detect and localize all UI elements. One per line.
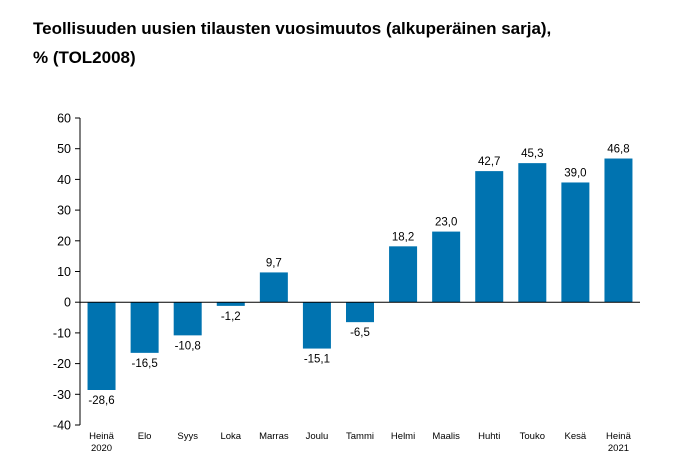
data-label: -16,5 [132, 358, 158, 370]
x-tick-label: Helmi [391, 431, 415, 442]
x-tick-label-month: Tammi [346, 431, 374, 442]
data-label: -28,6 [88, 395, 114, 407]
x-tick-label: Joulu [306, 431, 329, 442]
bar [302, 302, 331, 349]
y-tick-label: -20 [53, 357, 71, 371]
bar [475, 171, 504, 303]
x-tick-label-month: Loka [220, 431, 241, 442]
x-tick-label-year: 2020 [91, 443, 112, 454]
data-label: -6,5 [350, 327, 370, 339]
bar [259, 272, 288, 303]
x-tick-label: Maalis [432, 431, 460, 442]
data-label: -15,1 [304, 354, 330, 366]
bar [346, 302, 374, 323]
x-tick-label-month: Helmi [391, 431, 415, 442]
y-tick-label: -40 [53, 419, 71, 433]
x-tick-label-month: Maalis [432, 431, 460, 442]
chart-title: Teollisuuden uusien tilausten vuosimuuto… [33, 19, 552, 67]
x-tick-label-month: Heinä [89, 431, 115, 442]
x-tick-label: Kesä [565, 431, 587, 442]
y-tick-label: 60 [57, 112, 71, 126]
x-tick-label: Tammi [346, 431, 374, 442]
bar [604, 158, 633, 303]
y-tick-label: 0 [64, 296, 71, 310]
y-tick-label: -30 [53, 388, 71, 402]
data-label: 9,7 [266, 257, 282, 269]
bar [432, 231, 461, 303]
y-tick-label: -10 [53, 326, 71, 340]
x-tick-label-month: Syys [177, 431, 198, 442]
data-label: -10,8 [175, 340, 201, 352]
data-label: 18,2 [392, 231, 414, 243]
x-tick-label-month: Elo [138, 431, 152, 442]
y-tick-label: 10 [57, 265, 71, 279]
y-tick-label: 40 [57, 173, 71, 187]
x-tick-label: Elo [138, 431, 152, 442]
data-label: -1,2 [221, 311, 241, 323]
bar [130, 302, 159, 353]
data-label: 39,0 [564, 167, 586, 179]
x-tick-label-year: 2021 [608, 443, 629, 454]
bar [389, 246, 418, 303]
x-tick-label: Loka [220, 431, 241, 442]
bar [518, 163, 547, 303]
data-label: 46,8 [607, 144, 629, 156]
x-tick-label-month: Heinä [606, 431, 632, 442]
x-tick-label-month: Huhti [478, 431, 500, 442]
x-tick-label-month: Joulu [306, 431, 329, 442]
y-tick-label: 20 [57, 234, 71, 248]
x-tick-label-month: Kesä [565, 431, 587, 442]
data-label: 23,0 [435, 217, 457, 229]
bar [561, 182, 590, 303]
x-tick-label: Huhti [478, 431, 500, 442]
y-tick-label: 50 [57, 142, 71, 156]
x-tick-label: Heinä 2020 [89, 431, 115, 454]
bar [87, 302, 116, 390]
x-tick-label: Marras [259, 431, 289, 442]
x-tick-label: Heinä 2021 [606, 431, 632, 454]
bar [216, 302, 245, 306]
data-label: 42,7 [478, 156, 500, 168]
x-tick-label: Syys [177, 431, 198, 442]
bar [173, 302, 202, 336]
y-tick-label: 30 [57, 204, 71, 218]
data-label: 45,3 [521, 148, 543, 160]
x-tick-label-month: Touko [520, 431, 545, 442]
x-tick-label: Touko [520, 431, 545, 442]
x-tick-label-month: Marras [259, 431, 289, 442]
